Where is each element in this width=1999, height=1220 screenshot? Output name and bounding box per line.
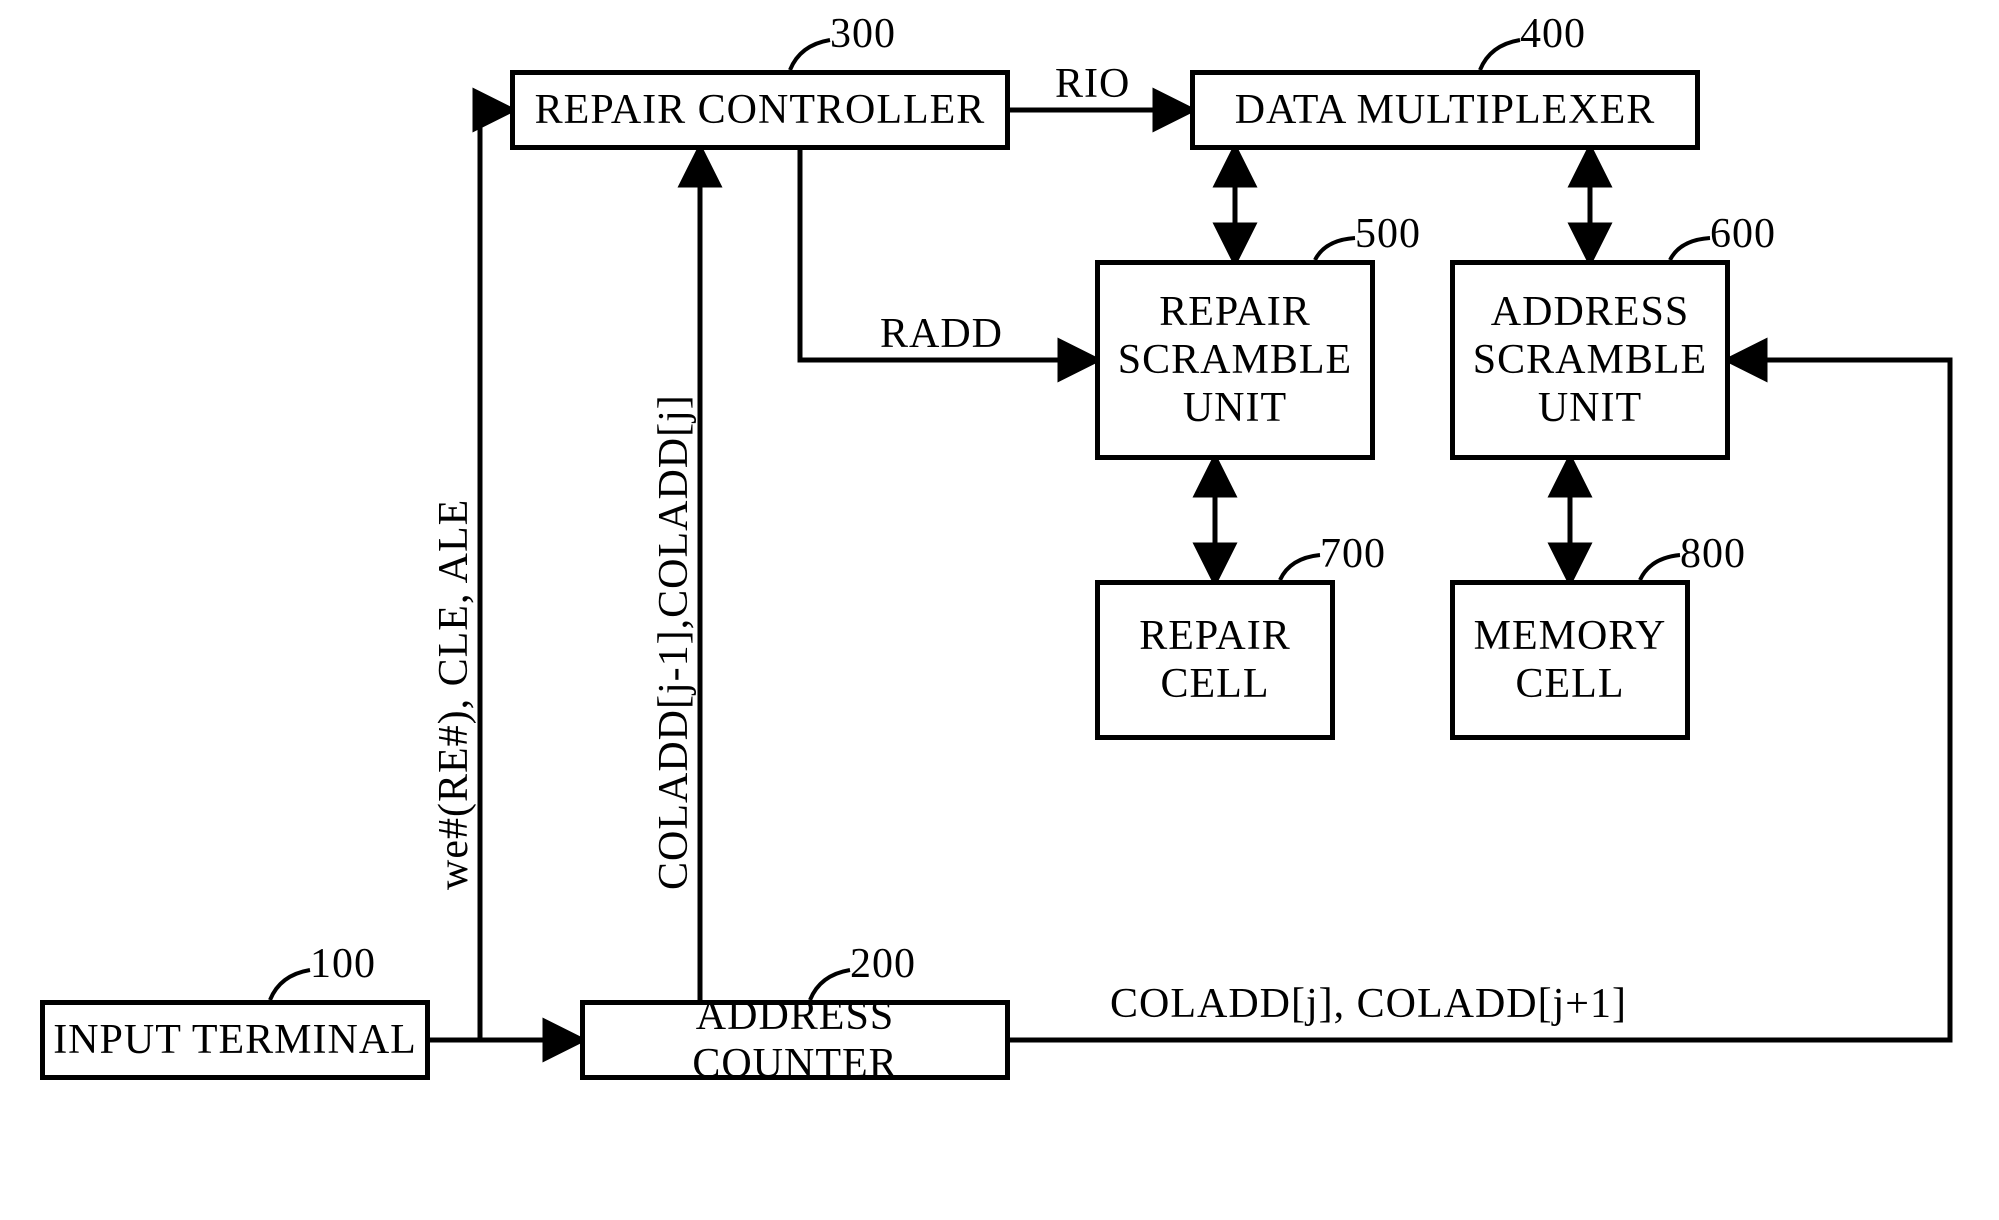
block-label: REPAIR CONTROLLER [535, 86, 986, 134]
edge-input-to-repairctrl [480, 110, 510, 1040]
block-repair-cell: REPAIR CELL [1095, 580, 1335, 740]
lead-700 [1280, 555, 1320, 580]
id-500: 500 [1355, 210, 1421, 258]
block-label: DATA MULTIPLEXER [1235, 86, 1656, 134]
signal-rio: RIO [1055, 60, 1130, 108]
block-label: INPUT TERMINAL [53, 1016, 417, 1064]
block-data-multiplexer: DATA MULTIPLEXER [1190, 70, 1700, 150]
id-100: 100 [310, 940, 376, 988]
id-600: 600 [1710, 210, 1776, 258]
signal-coladd-jm1-j: COLADD[j-1],COLADD[j] [650, 394, 698, 890]
block-label: REPAIR CELL [1139, 612, 1291, 709]
id-200: 200 [850, 940, 916, 988]
lead-400 [1480, 40, 1520, 70]
lead-100 [270, 970, 310, 1000]
block-repair-scramble: REPAIR SCRAMBLE UNIT [1095, 260, 1375, 460]
block-repair-controller: REPAIR CONTROLLER [510, 70, 1010, 150]
signal-we-cle-ale: we#(RE#), CLE, ALE [430, 499, 478, 890]
block-input-terminal: INPUT TERMINAL [40, 1000, 430, 1080]
block-label: ADDRESS SCRAMBLE UNIT [1473, 288, 1707, 433]
id-700: 700 [1320, 530, 1386, 578]
lead-300 [790, 40, 830, 70]
block-address-counter: ADDRESS COUNTER [580, 1000, 1010, 1080]
block-address-scramble: ADDRESS SCRAMBLE UNIT [1450, 260, 1730, 460]
block-label: REPAIR SCRAMBLE UNIT [1118, 288, 1352, 433]
block-memory-cell: MEMORY CELL [1450, 580, 1690, 740]
lead-500 [1315, 238, 1355, 260]
signal-coladd-j-jp1: COLADD[j], COLADD[j+1] [1110, 980, 1627, 1028]
id-400: 400 [1520, 10, 1586, 58]
block-label: ADDRESS COUNTER [593, 992, 997, 1089]
signal-radd: RADD [880, 310, 1003, 358]
diagram-canvas: INPUT TERMINAL ADDRESS COUNTER REPAIR CO… [0, 0, 1999, 1220]
block-label: MEMORY CELL [1474, 612, 1667, 709]
lead-800 [1640, 555, 1680, 580]
id-800: 800 [1680, 530, 1746, 578]
id-300: 300 [830, 10, 896, 58]
lead-600 [1670, 238, 1710, 260]
